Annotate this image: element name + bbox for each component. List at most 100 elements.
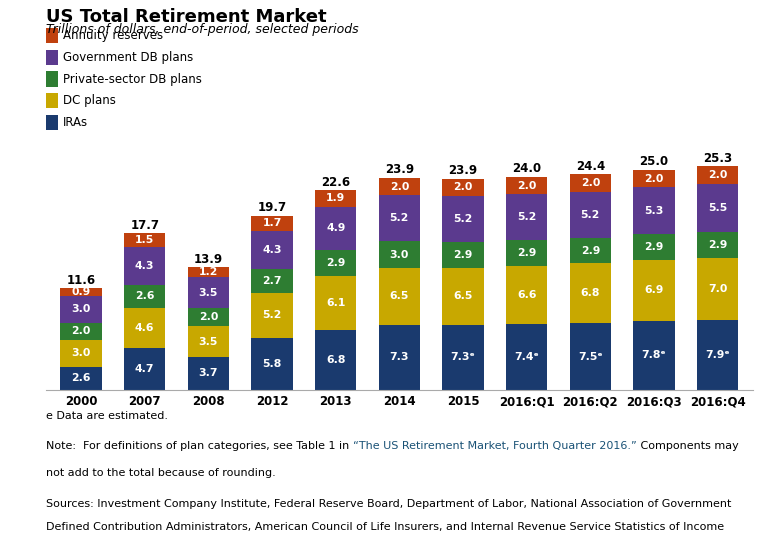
Bar <box>634 187 674 234</box>
Text: 2.9: 2.9 <box>708 240 727 250</box>
Bar <box>187 267 229 277</box>
Text: 6.6: 6.6 <box>517 290 536 300</box>
Bar <box>124 284 165 307</box>
Bar <box>634 260 674 321</box>
Bar <box>124 348 165 390</box>
Bar <box>61 367 102 390</box>
Text: 24.4: 24.4 <box>576 160 605 173</box>
Text: Trillions of dollars, end-of-period, selected periods: Trillions of dollars, end-of-period, sel… <box>46 23 359 36</box>
Bar <box>187 326 229 357</box>
Bar <box>634 169 674 187</box>
Text: 1.7: 1.7 <box>263 218 282 228</box>
Text: 2.0: 2.0 <box>581 178 600 188</box>
Bar <box>187 357 229 390</box>
Text: 11.6: 11.6 <box>67 274 96 287</box>
Text: 3.5: 3.5 <box>199 336 218 347</box>
Bar <box>251 338 293 390</box>
Bar <box>570 238 611 263</box>
Bar <box>61 296 102 323</box>
Text: 6.8: 6.8 <box>581 288 600 299</box>
Text: IRAs: IRAs <box>63 116 88 129</box>
Text: 0.9: 0.9 <box>71 287 91 297</box>
Text: 4.3: 4.3 <box>263 245 282 255</box>
Text: 2.9: 2.9 <box>644 242 664 252</box>
Text: 2.9: 2.9 <box>517 248 536 258</box>
Bar <box>315 190 356 207</box>
Bar <box>251 231 293 269</box>
Text: 2.0: 2.0 <box>453 183 472 192</box>
Text: 7.4ᵉ: 7.4ᵉ <box>515 352 539 362</box>
Bar <box>570 323 611 390</box>
Bar <box>315 330 356 390</box>
Text: Sources: Investment Company Institute, Federal Reserve Board, Department of Labo: Sources: Investment Company Institute, F… <box>46 499 731 508</box>
Bar <box>506 177 548 195</box>
Bar <box>61 288 102 296</box>
Text: 24.0: 24.0 <box>512 162 541 175</box>
Bar <box>61 340 102 367</box>
Text: 5.2: 5.2 <box>517 213 536 222</box>
Bar <box>124 233 165 246</box>
Bar <box>251 269 293 293</box>
Text: 1.5: 1.5 <box>135 235 154 245</box>
Text: 6.5: 6.5 <box>389 292 409 301</box>
Text: Note:  For definitions of plan categories, see Table 1 in: Note: For definitions of plan categories… <box>46 441 353 451</box>
Text: 2.7: 2.7 <box>263 276 282 286</box>
Text: 4.9: 4.9 <box>326 223 346 233</box>
Text: 5.8: 5.8 <box>263 359 282 369</box>
Text: 6.5: 6.5 <box>453 292 472 301</box>
Bar <box>442 179 484 196</box>
Text: 5.5: 5.5 <box>708 203 727 213</box>
Text: 2.9: 2.9 <box>581 246 600 256</box>
Text: 1.9: 1.9 <box>326 193 346 203</box>
Text: Defined Contribution Administrators, American Council of Life Insurers, and Inte: Defined Contribution Administrators, Ame… <box>46 522 724 532</box>
Text: 7.3ᵉ: 7.3ᵉ <box>451 353 475 362</box>
Text: 2.0: 2.0 <box>199 312 218 322</box>
Bar <box>506 266 548 324</box>
Text: 5.3: 5.3 <box>644 206 664 216</box>
Text: 3.0: 3.0 <box>71 348 91 359</box>
Bar <box>379 178 420 195</box>
Bar <box>697 166 738 184</box>
Text: e Data are estimated.: e Data are estimated. <box>46 411 168 421</box>
Text: 4.6: 4.6 <box>135 323 154 333</box>
Text: 23.9: 23.9 <box>385 164 414 177</box>
Text: not add to the total because of rounding.: not add to the total because of rounding… <box>46 468 276 477</box>
Text: “The US Retirement Market, Fourth Quarter 2016.”: “The US Retirement Market, Fourth Quarte… <box>353 441 637 451</box>
Bar <box>61 323 102 340</box>
Text: 19.7: 19.7 <box>257 201 286 214</box>
Text: 1.2: 1.2 <box>199 267 218 277</box>
Bar <box>506 240 548 266</box>
Text: Private-sector DB plans: Private-sector DB plans <box>63 72 202 86</box>
Text: 4.3: 4.3 <box>135 261 154 270</box>
Text: DC plans: DC plans <box>63 94 116 107</box>
Bar <box>506 324 548 390</box>
Text: 7.5ᵉ: 7.5ᵉ <box>578 352 603 361</box>
Text: 3.0: 3.0 <box>389 250 409 259</box>
Bar <box>442 268 484 325</box>
Text: 6.1: 6.1 <box>326 298 346 308</box>
Text: 25.0: 25.0 <box>640 155 668 168</box>
Text: 6.8: 6.8 <box>326 355 346 365</box>
Bar <box>251 293 293 338</box>
Text: 7.3: 7.3 <box>389 353 409 362</box>
Bar <box>379 241 420 268</box>
Text: 3.5: 3.5 <box>199 288 218 298</box>
Text: 3.7: 3.7 <box>199 368 218 378</box>
Bar <box>697 233 738 258</box>
Bar <box>570 263 611 323</box>
Bar <box>442 196 484 242</box>
Text: US Total Retirement Market: US Total Retirement Market <box>46 8 326 26</box>
Text: 4.7: 4.7 <box>135 364 154 374</box>
Text: 2.0: 2.0 <box>644 173 664 184</box>
Text: 5.2: 5.2 <box>263 311 282 320</box>
Text: 25.3: 25.3 <box>703 152 732 165</box>
Bar <box>379 195 420 241</box>
Text: 2.0: 2.0 <box>708 170 727 180</box>
Text: 23.9: 23.9 <box>449 164 478 177</box>
Text: 2.9: 2.9 <box>453 250 472 260</box>
Text: 5.2: 5.2 <box>581 210 600 220</box>
Bar <box>442 242 484 268</box>
Bar <box>187 277 229 308</box>
Bar <box>697 320 738 390</box>
Text: 3.0: 3.0 <box>71 304 91 314</box>
